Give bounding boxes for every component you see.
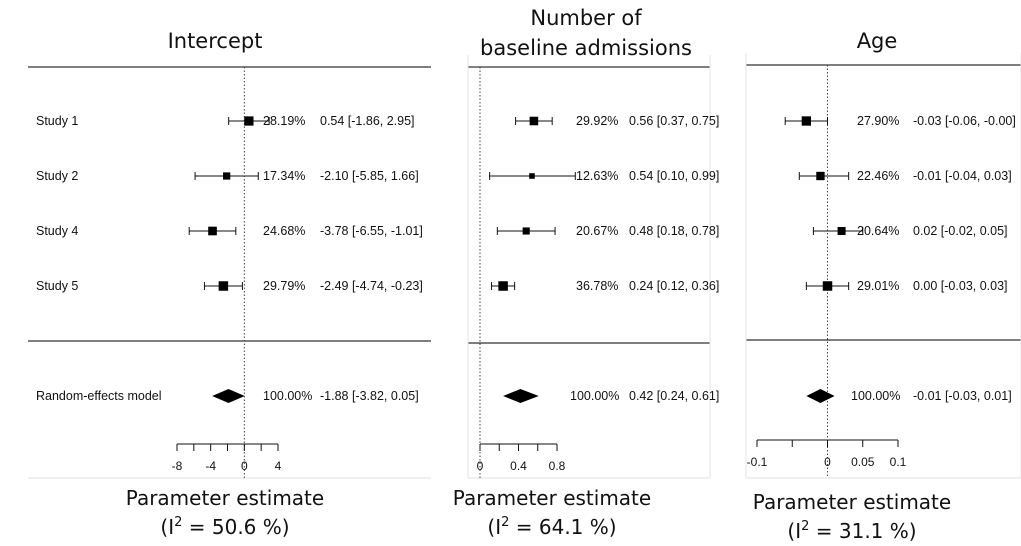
forest-panel-1: Intercept Study 1 28.19% 0.54 [-1.86, 2.95]… bbox=[28, 29, 431, 539]
point-estimate bbox=[822, 281, 833, 291]
heterogeneity-prefix: (I bbox=[160, 515, 174, 539]
x-tick-label: 0.4 bbox=[510, 459, 527, 473]
x-tick-label: -0.1 bbox=[747, 455, 768, 469]
estimate-ci-label: 0.24 [0.12, 0.36] bbox=[629, 279, 719, 293]
point-estimate bbox=[223, 172, 231, 180]
point-estimate bbox=[801, 116, 812, 126]
weight-label: 29.01% bbox=[857, 279, 899, 293]
weight-label: 29.79% bbox=[263, 279, 305, 293]
x-tick-label: 0.1 bbox=[890, 455, 907, 469]
point-estimate bbox=[816, 171, 825, 181]
estimate-ci-label: 0.54 [0.10, 0.99] bbox=[629, 169, 719, 183]
pooled-estimate-ci-label: 0.42 [0.24, 0.61] bbox=[629, 389, 719, 403]
estimate-ci-label: -2.49 [-4.74, -0.23] bbox=[320, 279, 423, 293]
point-estimate bbox=[218, 281, 229, 291]
panel-title: baseline admissions bbox=[480, 36, 692, 60]
estimate-ci-label: 0.02 [-0.02, 0.05] bbox=[913, 224, 1008, 238]
x-tick-label: 0.05 bbox=[851, 455, 875, 469]
superscript-two: 2 bbox=[501, 515, 509, 530]
pooled-diamond bbox=[806, 389, 835, 403]
heterogeneity-value: 31.1 % bbox=[839, 519, 909, 543]
weight-label: 29.92% bbox=[576, 114, 618, 128]
pooled-diamond bbox=[503, 389, 539, 403]
heterogeneity-eq: = bbox=[509, 515, 538, 539]
pooled-estimate-ci-label: -0.01 [-0.03, 0.01] bbox=[913, 389, 1012, 403]
panel-title: Number of bbox=[530, 6, 642, 30]
estimate-ci-label: -3.78 [-6.55, -1.01] bbox=[320, 224, 423, 238]
point-estimate bbox=[498, 281, 508, 291]
pooled-weight-label: 100.00% bbox=[851, 389, 900, 403]
estimate-ci-label: -0.03 [-0.06, -0.00] bbox=[913, 114, 1016, 128]
x-axis-caption: Parameter estimate bbox=[453, 486, 651, 510]
forest-panel-2: Number of baseline admissions 29.92% 0.56 [… bbox=[453, 6, 720, 539]
heterogeneity-suffix: ) bbox=[282, 515, 290, 539]
weight-label: 24.68% bbox=[263, 224, 305, 238]
study-label: Study 4 bbox=[36, 224, 78, 238]
estimate-ci-label: 0.56 [0.37, 0.75] bbox=[629, 114, 719, 128]
heterogeneity-label: (I2 = 50.6 %) bbox=[160, 515, 289, 539]
x-axis-caption: Parameter estimate bbox=[126, 486, 324, 510]
heterogeneity-suffix: ) bbox=[609, 515, 617, 539]
point-estimate bbox=[837, 226, 846, 236]
pooled-weight-label: 100.00% bbox=[263, 389, 312, 403]
x-tick-label: -8 bbox=[172, 459, 183, 473]
weight-label: 17.34% bbox=[263, 169, 305, 183]
weight-label: 28.19% bbox=[263, 114, 305, 128]
point-estimate bbox=[522, 227, 530, 235]
weight-label: 36.78% bbox=[576, 279, 618, 293]
heterogeneity-label: (I2 = 64.1 %) bbox=[487, 515, 616, 539]
heterogeneity-suffix: ) bbox=[909, 519, 917, 543]
estimate-ci-label: -2.10 [-5.85, 1.66] bbox=[320, 169, 419, 183]
x-tick-label: 0 bbox=[477, 459, 484, 473]
point-estimate bbox=[529, 116, 539, 126]
heterogeneity-value: 64.1 % bbox=[539, 515, 609, 539]
estimate-ci-label: 0.48 [0.18, 0.78] bbox=[629, 224, 719, 238]
estimate-ci-label: 0.00 [-0.03, 0.03] bbox=[913, 279, 1008, 293]
point-estimate bbox=[529, 173, 535, 179]
panel-title: Age bbox=[857, 29, 898, 53]
weight-label: 12.63% bbox=[576, 169, 618, 183]
heterogeneity-eq: = bbox=[182, 515, 211, 539]
x-tick-label: 0 bbox=[824, 455, 831, 469]
pooled-estimate-ci-label: -1.88 [-3.82, 0.05] bbox=[320, 389, 419, 403]
x-tick-label: 4 bbox=[275, 459, 282, 473]
pooled-diamond bbox=[212, 389, 245, 403]
heterogeneity-label: (I2 = 31.1 %) bbox=[787, 519, 916, 543]
pooled-label: Random-effects model bbox=[36, 389, 162, 403]
pooled-weight-label: 100.00% bbox=[570, 389, 619, 403]
panel-title: Intercept bbox=[168, 29, 263, 53]
weight-label: 20.67% bbox=[576, 224, 618, 238]
superscript-two: 2 bbox=[801, 519, 809, 534]
estimate-ci-label: 0.54 [-1.86, 2.95] bbox=[320, 114, 415, 128]
study-label: Study 1 bbox=[36, 114, 78, 128]
weight-label: 27.90% bbox=[857, 114, 899, 128]
heterogeneity-prefix: (I bbox=[487, 515, 501, 539]
forest-panel-3: Age 27.90% -0.03 [-0.06, -0.00] 22.46% -0.01… bbox=[745, 29, 1021, 543]
x-tick-label: 0.8 bbox=[549, 459, 566, 473]
heterogeneity-value: 50.6 % bbox=[212, 515, 282, 539]
point-estimate bbox=[208, 226, 217, 236]
estimate-ci-label: -0.01 [-0.04, 0.03] bbox=[913, 169, 1012, 183]
heterogeneity-eq: = bbox=[809, 519, 838, 543]
point-estimate bbox=[244, 116, 254, 126]
weight-label: 20.64% bbox=[857, 224, 899, 238]
superscript-two: 2 bbox=[174, 515, 182, 530]
heterogeneity-prefix: (I bbox=[787, 519, 801, 543]
weight-label: 22.46% bbox=[857, 169, 899, 183]
study-label: Study 2 bbox=[36, 169, 78, 183]
x-axis-caption: Parameter estimate bbox=[753, 490, 951, 514]
x-tick-label: 0 bbox=[241, 459, 248, 473]
x-tick-label: -4 bbox=[205, 459, 216, 473]
study-label: Study 5 bbox=[36, 279, 78, 293]
